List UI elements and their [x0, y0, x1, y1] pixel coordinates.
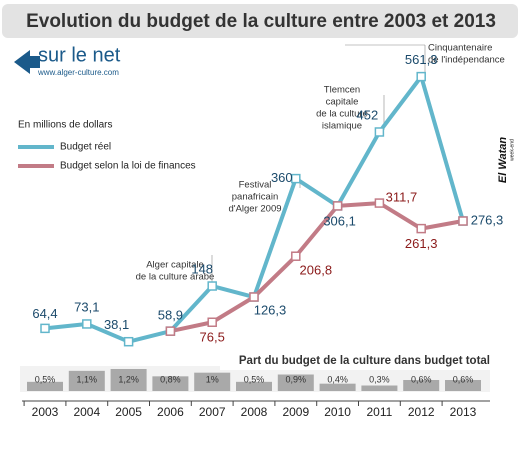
header-band	[2, 4, 518, 38]
value-label: 0,5%	[244, 374, 265, 384]
value-label: 1,1%	[77, 374, 98, 384]
bar	[445, 380, 481, 391]
x-tick-label: 2012	[408, 405, 435, 419]
x-tick-label: 2011	[366, 405, 392, 419]
logo-icon	[14, 50, 40, 74]
bar	[361, 385, 398, 391]
brand-sub: week-end	[509, 139, 515, 161]
unit-label: En millions de dollars	[18, 120, 113, 131]
point-marker	[374, 127, 385, 137]
x-tick-label: 2013	[450, 405, 477, 419]
title: Evolution du budget de la culture entre …	[26, 11, 496, 32]
value-label: 360	[271, 170, 293, 185]
x-tick-label: 2009	[282, 405, 309, 419]
value-label: 64,4	[32, 306, 57, 321]
point-marker	[123, 336, 134, 347]
x-tick-label: 2006	[157, 405, 184, 419]
point-marker	[207, 317, 217, 327]
logo-text: sur le net	[38, 44, 121, 66]
value-label: 561,3	[405, 52, 438, 67]
annotation: de l'indépendance	[428, 55, 505, 66]
value-label: 311,7	[386, 190, 418, 205]
point-marker	[291, 251, 301, 261]
bar	[27, 381, 63, 391]
point-marker	[249, 292, 259, 302]
x-tick-label: 2003	[32, 405, 59, 419]
value-label: 0,4%	[327, 374, 348, 384]
value-label: 0,9%	[286, 374, 307, 384]
point-marker	[374, 198, 385, 208]
value-label: 276,3	[471, 212, 504, 227]
bar	[110, 369, 147, 391]
value-label: 1%	[206, 374, 219, 384]
value-label: 1,2%	[118, 374, 139, 384]
value-label: 38,1	[104, 317, 129, 332]
series-line	[169, 201, 464, 334]
point-marker	[332, 201, 343, 211]
x-tick-label: 2004	[73, 405, 100, 419]
point-marker	[165, 326, 176, 336]
x-tick-label: 2007	[199, 405, 226, 419]
value-label: 0,6%	[411, 374, 432, 384]
annotation: d'Alger 2009	[228, 204, 281, 215]
bar	[403, 380, 440, 391]
value-label: 306,1	[323, 213, 356, 228]
annotation: panafricain	[232, 192, 278, 203]
bar	[152, 376, 189, 391]
value-label: 73,1	[74, 299, 99, 314]
annotation: islamique	[322, 121, 362, 132]
bar	[319, 383, 356, 391]
value-label: 0,5%	[35, 374, 56, 384]
point-marker	[40, 323, 50, 334]
bar	[68, 370, 105, 391]
x-tick-label: 2005	[115, 405, 142, 419]
value-label: 452	[357, 107, 379, 122]
bar	[277, 374, 314, 391]
legend-label: Budget selon la loi de finances	[60, 161, 196, 172]
value-label: 126,3	[254, 302, 287, 317]
value-label: 58,9	[158, 308, 183, 323]
value-label: 0,3%	[369, 374, 390, 384]
x-tick-label: 2008	[241, 405, 268, 419]
point-marker	[207, 281, 217, 291]
point-marker	[291, 173, 301, 184]
value-label: 0,6%	[453, 374, 474, 384]
point-marker	[416, 71, 426, 82]
annotation: de la culture	[316, 109, 368, 120]
value-label: 148	[191, 261, 213, 276]
value-label: 261,3	[405, 236, 438, 251]
legend-label: Budget réel	[60, 142, 111, 153]
value-label: 206,8	[300, 263, 333, 278]
x-tick-label: 2010	[324, 405, 351, 419]
point-marker	[458, 216, 468, 226]
panel-title: Part du budget de la culture dans budget…	[239, 355, 490, 367]
annotation: Tlemcen	[324, 85, 360, 96]
bar	[194, 372, 231, 391]
annotation: Festival	[239, 180, 272, 191]
value-label: 76,5	[200, 330, 225, 345]
point-marker	[416, 223, 426, 234]
panel-title-bg	[220, 352, 492, 370]
annotation: capitale	[326, 97, 359, 108]
annotation: de la culture arabe	[136, 272, 215, 283]
brand: El Watan	[497, 137, 509, 184]
annotation: Cinquantenaire	[428, 43, 492, 54]
bar	[236, 381, 272, 391]
point-marker	[82, 319, 92, 329]
logo-url: www.alger-culture.com	[37, 68, 119, 77]
value-label: 0,8%	[160, 374, 181, 384]
annotation: Alger capitale	[146, 260, 204, 271]
